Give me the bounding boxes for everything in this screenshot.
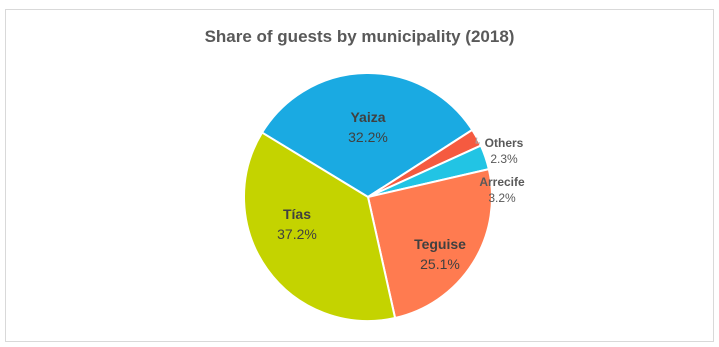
slice-value-arrecife: 3.2%: [488, 191, 516, 205]
chart-title: Share of guests by municipality (2018): [204, 27, 515, 46]
slice-label-t-as: Tías: [283, 206, 311, 222]
leader-line-others: [475, 137, 480, 144]
slice-label-yaiza: Yaiza: [350, 109, 385, 125]
pie-slice-teguise: [366, 167, 493, 320]
slice-label-others: Others: [485, 136, 524, 150]
slice-value-teguise: 25.1%: [420, 256, 460, 272]
slice-value-others: 2.3%: [490, 152, 518, 166]
pie-slice-t-as: [243, 131, 397, 322]
slice-label-arrecife: Arrecife: [479, 175, 525, 189]
slice-value-t-as: 37.2%: [277, 226, 317, 242]
slice-value-yaiza: 32.2%: [348, 129, 388, 145]
slice-label-teguise: Teguise: [414, 236, 466, 252]
pie-slice-yaiza: [260, 72, 474, 199]
